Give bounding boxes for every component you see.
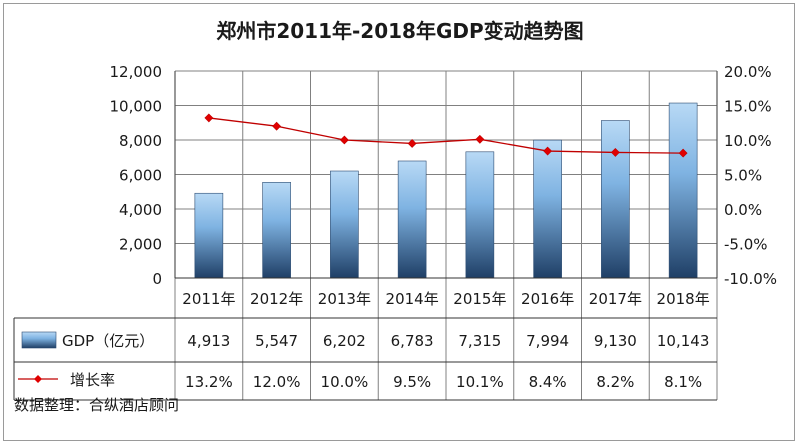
chart-title: 郑州市2011年-2018年GDP变动趋势图	[216, 19, 583, 43]
y-tick-label: 12,000	[110, 63, 163, 81]
bar-2012年	[262, 182, 291, 279]
growth-line-series	[204, 113, 688, 158]
y2-tick-label: 10.0%	[724, 132, 772, 150]
gdp-value-cell: 5,547	[255, 332, 298, 350]
growth-marker-2017年	[610, 147, 620, 157]
category-label: 2017年	[589, 290, 642, 308]
y2-tick-label: 20.0%	[724, 63, 772, 81]
bar-2013年	[330, 170, 359, 279]
growth-marker-2011年	[204, 113, 214, 123]
y2-tick-label: -10.0%	[724, 270, 777, 288]
bar-2015年	[465, 151, 495, 279]
data-table: 2011年 2012年 2013年 2014年 2015年 2016年 2017年 2018年…	[13, 277, 717, 401]
gdp-value-cell: 6,202	[323, 332, 366, 350]
gdp-value-cell: 4,913	[187, 332, 230, 350]
grid-lines	[174, 70, 718, 400]
category-label: 2015年	[453, 290, 506, 308]
legend-line-marker	[34, 375, 42, 383]
growth-value-cell: 13.2%	[185, 373, 233, 391]
gdp-value-cell: 7,994	[526, 332, 569, 350]
growth-line	[208, 117, 684, 154]
gdp-value-cell: 9,130	[594, 332, 637, 350]
bar-2016年	[533, 139, 562, 279]
growth-value-cell: 8.4%	[529, 373, 567, 391]
bar-2018年	[668, 102, 698, 279]
y2-tick-label: 15.0%	[724, 98, 772, 116]
legend-gdp-label: GDP（亿元）	[62, 332, 154, 350]
category-label: 2011年	[182, 290, 235, 308]
source-note: 数据整理：合纵酒店顾问	[14, 396, 179, 414]
y2-tick-label: 5.0%	[724, 167, 762, 185]
growth-marker-2013年	[339, 135, 349, 145]
bar-2017年	[601, 120, 630, 279]
y-tick-label: 10,000	[110, 98, 163, 116]
category-label: 2016年	[521, 290, 574, 308]
growth-value-cell: 12.0%	[253, 373, 301, 391]
y2-tick-label: 0.0%	[724, 201, 762, 219]
growth-marker-2018年	[678, 148, 688, 158]
growth-value-cell: 9.5%	[393, 373, 431, 391]
category-label: 2012年	[250, 290, 303, 308]
y-tick-label: 6,000	[119, 167, 162, 185]
category-label: 2013年	[318, 290, 371, 308]
y-tick-label: 0	[152, 270, 162, 288]
growth-marker-2015年	[475, 134, 485, 144]
growth-value-cell: 8.2%	[596, 373, 634, 391]
y-tick-label: 2,000	[119, 236, 162, 254]
legend-growth-label: 增长率	[70, 371, 115, 389]
growth-marker-2012年	[272, 121, 282, 131]
y-tick-label: 4,000	[119, 201, 162, 219]
gdp-value-cell: 6,783	[391, 332, 434, 350]
gdp-value-cell: 10,143	[657, 332, 710, 350]
growth-marker-2014年	[407, 139, 417, 148]
gdp-value-cell: 7,315	[458, 332, 501, 350]
category-label: 2018年	[657, 290, 710, 308]
axes: 0 2,000 4,000 6,000 8,000 10,000 12,000 -10.0% -…	[110, 63, 778, 288]
bar-2011年	[194, 192, 224, 279]
category-label: 2014年	[386, 290, 439, 308]
growth-value-cell: 10.1%	[456, 373, 504, 391]
growth-marker-2016年	[543, 146, 553, 156]
bar-2014年	[397, 160, 427, 279]
legend-bar-swatch	[21, 331, 57, 349]
growth-value-cell: 8.1%	[664, 373, 702, 391]
y2-tick-label: -5.0%	[724, 236, 768, 254]
y-tick-label: 8,000	[119, 132, 162, 150]
growth-value-cell: 10.0%	[321, 373, 369, 391]
